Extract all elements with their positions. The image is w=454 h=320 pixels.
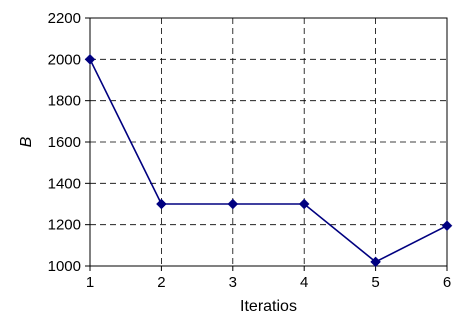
y-tick-label: 1000 (48, 258, 81, 275)
series-layer (84, 53, 453, 268)
grid (90, 18, 447, 266)
x-tick-label: 5 (371, 274, 379, 291)
y-axis-ticks: 1000 1200 1400 1600 1800 2000 2200 (48, 10, 90, 275)
series-line (89, 58, 448, 263)
x-axis-ticks: 1 2 3 4 5 6 (86, 266, 451, 291)
y-tick-label: 1600 (48, 134, 81, 151)
x-tick-label: 1 (86, 274, 94, 291)
data-point-marker (298, 198, 310, 210)
x-tick-label: 6 (443, 274, 451, 291)
data-point-marker (156, 198, 167, 210)
y-tick-label: 1800 (48, 93, 81, 110)
y-tick-label: 1400 (48, 175, 81, 192)
y-tick-label: 1200 (48, 217, 81, 234)
data-point-marker (370, 256, 381, 268)
x-tick-label: 3 (229, 274, 237, 291)
x-tick-label: 4 (300, 274, 308, 291)
y-tick-label: 2000 (48, 51, 81, 68)
data-point-marker (441, 220, 453, 232)
y-axis-title: B (18, 136, 35, 147)
data-point-marker (84, 53, 96, 65)
x-axis-title: Iteratios (240, 298, 297, 315)
x-tick-label: 2 (157, 274, 165, 291)
y-tick-label: 2200 (48, 10, 81, 27)
data-point-marker (227, 198, 239, 210)
